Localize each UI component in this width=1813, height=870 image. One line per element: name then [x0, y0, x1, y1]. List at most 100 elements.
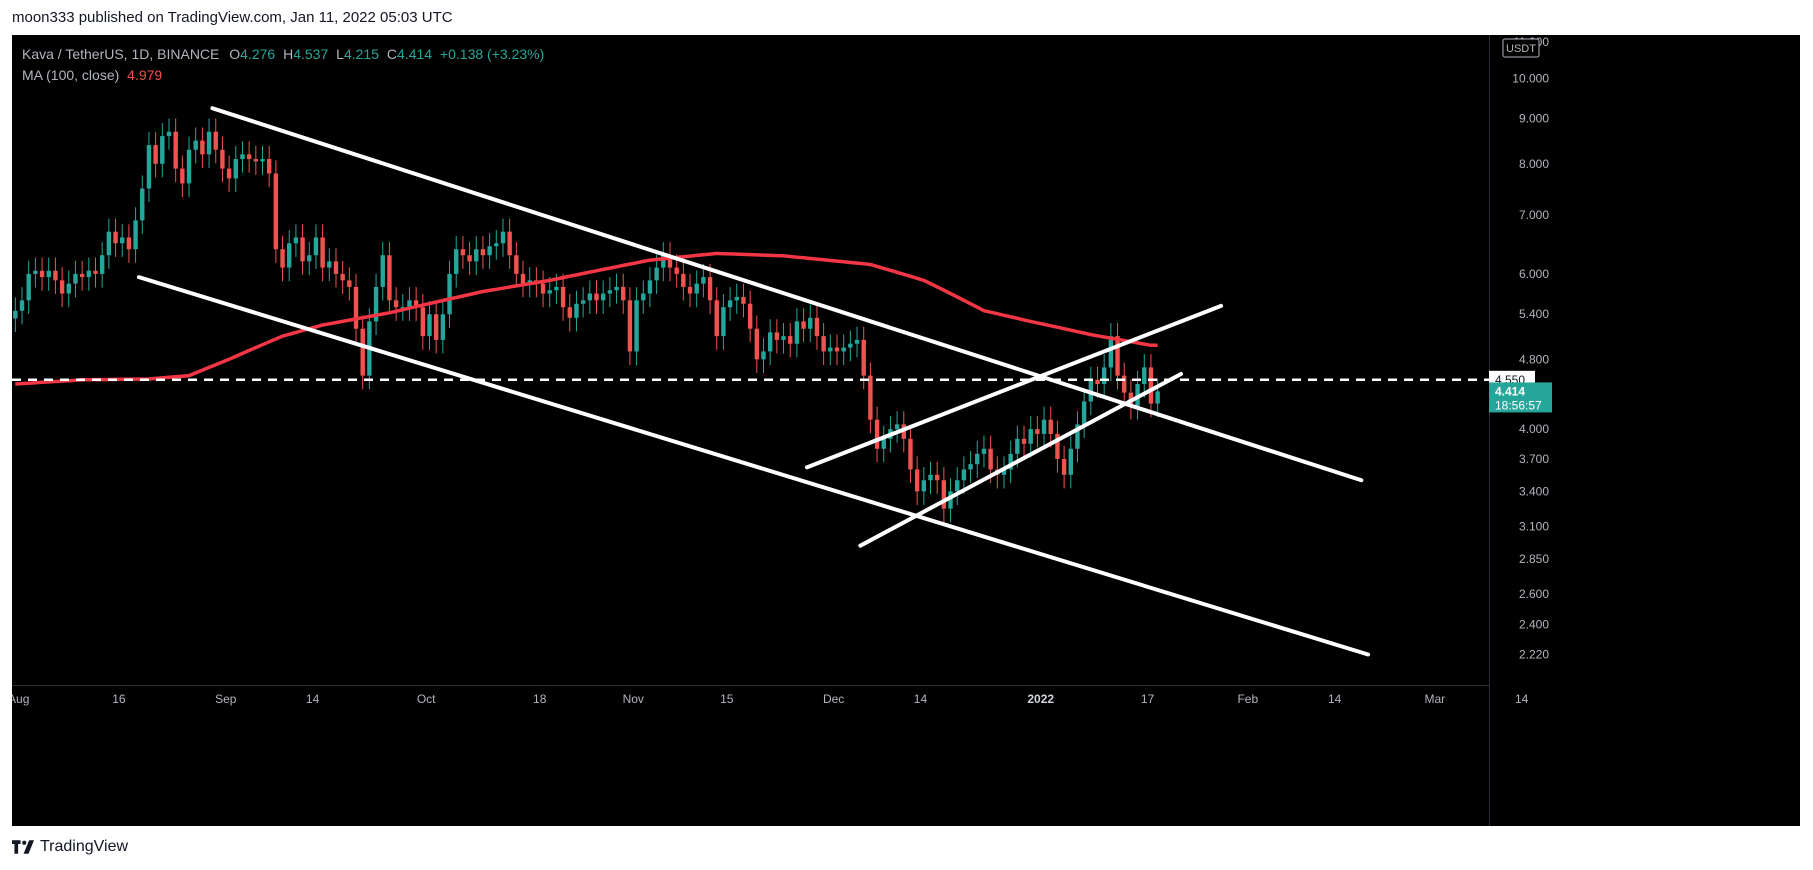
candle-body [767, 332, 773, 352]
candle-body [854, 339, 860, 344]
candle-body [881, 438, 886, 449]
footer-brand[interactable]: TradingView [12, 838, 128, 856]
candle-body [520, 273, 526, 284]
time-tick-label: 14 [1328, 692, 1342, 706]
price-tick-label: 7.000 [1519, 208, 1549, 222]
candle-body [220, 149, 225, 169]
time-tick-label: 17 [1141, 692, 1155, 706]
candle-body [474, 249, 479, 262]
candle-body [694, 283, 699, 294]
candle-body [360, 328, 365, 376]
candle-body [420, 307, 426, 337]
time-tick-label: 14 [306, 692, 320, 706]
candle-body [213, 131, 218, 150]
currency-unit-label: USDT [1506, 43, 1536, 55]
price-tick-label: 5.400 [1519, 307, 1549, 321]
candle-body [120, 237, 125, 244]
candle-body [1061, 458, 1067, 475]
candle-body [106, 231, 112, 256]
candle-body [834, 347, 840, 352]
candle-body [413, 300, 419, 308]
time-tick-label: Sep [215, 692, 237, 706]
candle-body [327, 261, 332, 268]
price-tick-label: 2.400 [1519, 618, 1549, 632]
candle-body [99, 255, 105, 274]
candle-body [894, 424, 900, 430]
candle-body [594, 293, 599, 301]
candle-body [427, 314, 432, 337]
candle-body [1008, 453, 1013, 470]
candle-body [73, 273, 78, 284]
candle-body [13, 310, 18, 319]
candle-body [93, 270, 98, 274]
candle-body [681, 273, 686, 287]
chart-panel[interactable]: 11.00010.0009.0008.0007.0006.0005.4004.8… [12, 35, 1800, 826]
price-tick-label: 3.100 [1519, 520, 1549, 534]
price-tick-label: 8.000 [1519, 157, 1549, 171]
price-tick-label: 2.220 [1519, 648, 1549, 662]
time-axis[interactable]: Aug 16 Sep 14 Oct 18 Nov 15 Dec 14 2022 17 Feb 14 Mar 1… [12, 685, 1529, 707]
candle-body [908, 438, 913, 470]
candle-body [1115, 336, 1120, 376]
legend-ma-label: MA (100, close) [22, 67, 120, 83]
currency-unit-badge[interactable] [1502, 38, 1540, 58]
published-by-header: moon333 published on TradingView.com, Ja… [12, 9, 453, 26]
wedge-upper-line[interactable] [804, 303, 1224, 470]
candle-body [353, 286, 359, 329]
time-tick-label: Mar [1425, 692, 1446, 706]
candle-body [754, 328, 760, 360]
candle-body [1048, 419, 1053, 434]
candle-body [828, 347, 833, 352]
price-tick-label: 9.000 [1519, 112, 1549, 126]
candle-body [788, 336, 793, 344]
candle-body [580, 300, 586, 304]
candle-body [1101, 367, 1107, 385]
candle-body [333, 261, 339, 274]
candle-body [233, 159, 238, 179]
candle-body [1155, 391, 1160, 404]
price-tick-label: 6.000 [1519, 267, 1549, 281]
candle-body [240, 154, 245, 160]
candle-body [627, 300, 633, 352]
candle-body [621, 286, 626, 301]
time-tick-label: 14 [914, 692, 928, 706]
upper-channel-line[interactable] [210, 106, 1364, 483]
candle-body [347, 280, 352, 287]
candle-body [560, 286, 566, 308]
price-tick-label: 4.000 [1519, 422, 1549, 436]
candle-body [821, 336, 826, 352]
candle-body [186, 149, 192, 184]
candle-body [600, 293, 606, 301]
candle-body [1122, 375, 1127, 393]
candle-body [313, 237, 319, 256]
lower-channel-line[interactable] [136, 275, 1371, 657]
price-axis[interactable]: 11.00010.0009.0008.0007.0006.0005.4004.8… [1489, 35, 1550, 826]
candle-body [266, 159, 272, 174]
candle-body [540, 283, 546, 294]
time-tick-label: Feb [1237, 692, 1258, 706]
candle-body [574, 303, 579, 318]
candle-body [808, 317, 813, 329]
price-tick-label: 10.000 [1512, 71, 1549, 85]
legend-symbol: Kava / TetherUS, 1D, BINANCE [22, 46, 220, 62]
candlestick-chart[interactable]: 11.00010.0009.0008.0007.0006.0005.4004.8… [12, 35, 1800, 826]
candle-body [914, 469, 920, 492]
candle-body [193, 140, 198, 150]
legend-ohlc-row: Kava / TetherUS, 1D, BINANCE O4.276 H4.5… [22, 44, 544, 65]
price-tick-label: 3.700 [1519, 452, 1549, 466]
time-tick-label: Oct [417, 692, 436, 706]
candle-body [1021, 438, 1027, 444]
candle-body [133, 220, 138, 250]
candle-body [674, 267, 679, 274]
candle-body [734, 296, 739, 301]
candle-body [1108, 336, 1114, 368]
tradingview-logo-icon [12, 840, 34, 854]
legend-change: +0.138 (+3.23%) [439, 46, 545, 62]
candle-body [641, 293, 646, 301]
wedge-lower-line[interactable] [858, 371, 1183, 548]
trendlines-layer[interactable] [136, 106, 1371, 657]
candle-body [146, 145, 152, 189]
candle-body [140, 188, 145, 221]
candle-body [654, 267, 659, 281]
legend-open: 4.276 [240, 46, 276, 62]
